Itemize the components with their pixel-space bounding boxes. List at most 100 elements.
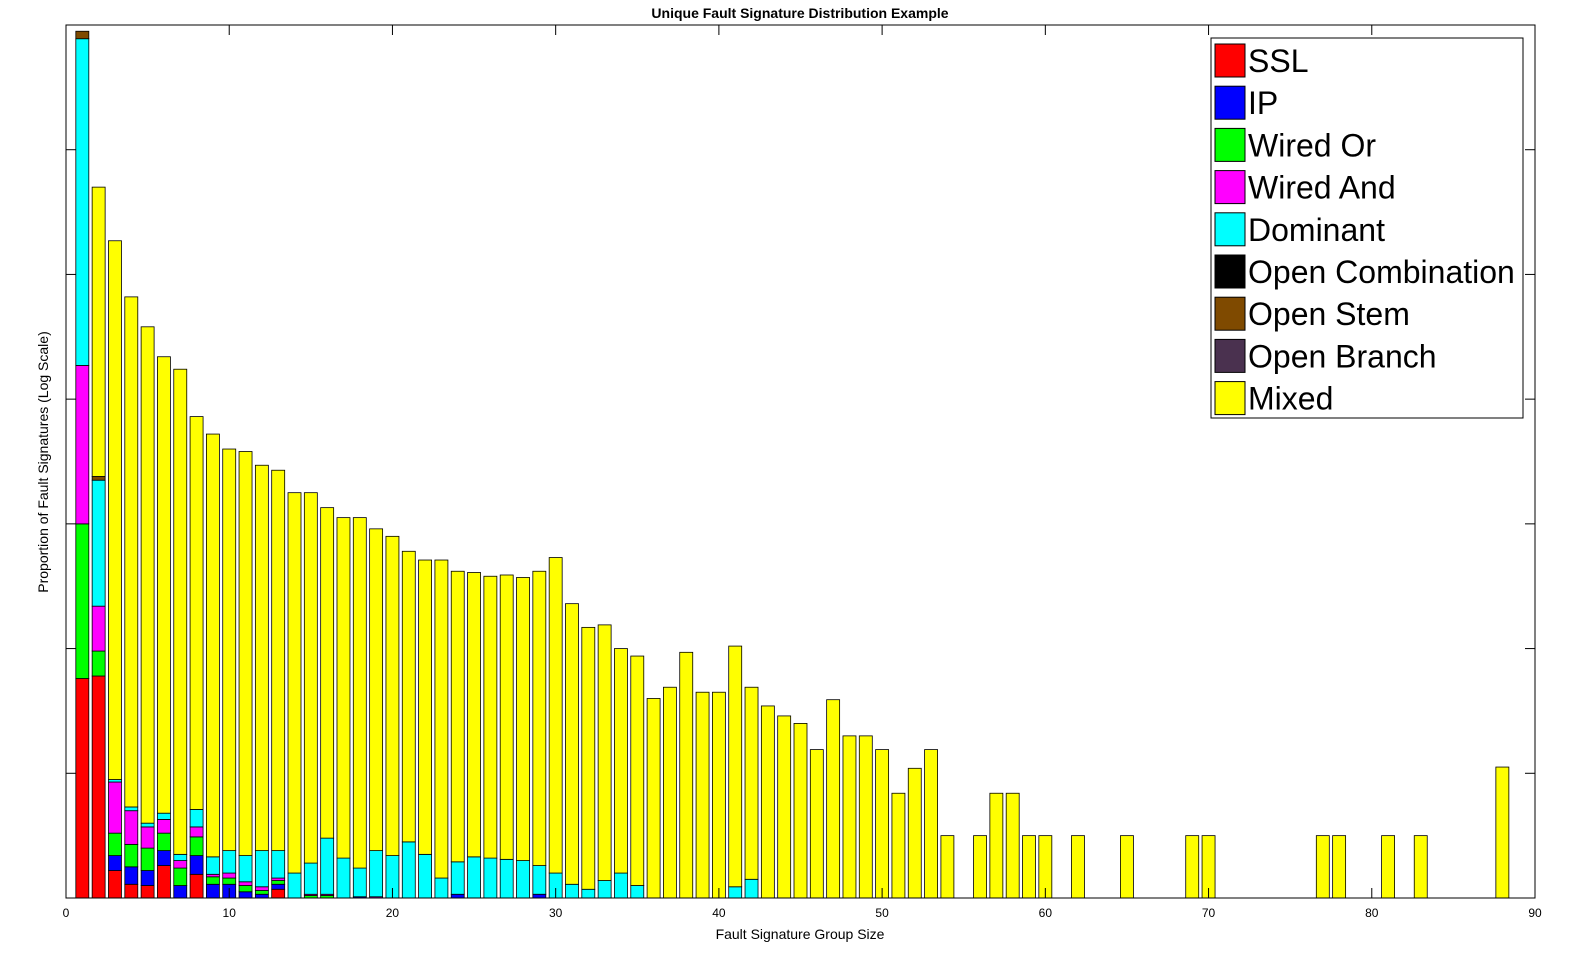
- x-tick-label: 30: [549, 906, 563, 920]
- bar-segment: [205, 433, 220, 858]
- bar-segment: [1120, 835, 1134, 899]
- bar-segment: [75, 678, 90, 899]
- bar-segment: [124, 810, 139, 845]
- bar-segment: [271, 883, 286, 890]
- bar-segment: [205, 856, 220, 875]
- bar-segment: [1005, 792, 1020, 899]
- bar-segment: [205, 876, 220, 885]
- legend-swatch: [1214, 381, 1246, 416]
- bar-segment: [516, 860, 530, 899]
- x-tick-label: 90: [1528, 906, 1542, 920]
- bar-segment: [189, 809, 204, 828]
- axes-frame: [65, 24, 1536, 899]
- legend-box: [1210, 37, 1524, 419]
- bar-segment: [565, 603, 579, 885]
- bar-segment: [271, 469, 286, 852]
- bar-segment: [646, 698, 661, 899]
- bar-segment: [108, 781, 122, 834]
- bar-segment: [1413, 835, 1428, 899]
- legend-swatch: [1214, 43, 1246, 78]
- bar-segment: [140, 885, 155, 899]
- bar-segment: [1022, 835, 1036, 899]
- bar-segment: [614, 872, 628, 899]
- bar-segment: [238, 891, 253, 899]
- bar-segment: [271, 850, 286, 879]
- bar-segment: [679, 651, 694, 899]
- bar-segment: [303, 492, 318, 864]
- bar-segment: [157, 832, 171, 852]
- bar-segment: [450, 570, 465, 863]
- bar-segment: [499, 574, 514, 860]
- bar-segment: [91, 675, 106, 899]
- bar-segment: [777, 715, 792, 899]
- bar-segment: [254, 886, 269, 891]
- bar-segment: [973, 835, 987, 899]
- bar-segment: [140, 326, 155, 824]
- bar-segment: [630, 885, 645, 899]
- bar-segment: [744, 686, 759, 880]
- chart-title: Unique Fault Signature Distribution Exam…: [651, 5, 948, 21]
- legend-swatch: [1214, 296, 1246, 331]
- legend-swatch: [1214, 170, 1246, 205]
- bar-segment: [581, 626, 596, 890]
- bar-segment: [189, 826, 204, 838]
- bar-segment: [1495, 766, 1510, 899]
- bar-segment: [140, 870, 155, 886]
- bar-segment: [173, 368, 188, 855]
- bar-segment: [875, 749, 890, 899]
- bar-segment: [695, 691, 710, 899]
- legend-swatch: [1214, 127, 1246, 162]
- x-tick-label: 60: [1039, 906, 1053, 920]
- bar-segment: [630, 655, 645, 886]
- legend-label: IP: [1248, 85, 1278, 121]
- bar-segment: [336, 517, 351, 859]
- bar-segment: [467, 856, 481, 899]
- bar-segment: [189, 855, 204, 875]
- bar-segment: [826, 699, 841, 899]
- bar-segment: [157, 850, 171, 866]
- bar-segment: [352, 867, 367, 898]
- bar-segment: [75, 30, 90, 40]
- bar-segment: [108, 832, 122, 857]
- bar-segment: [940, 835, 955, 899]
- bar-segment: [205, 883, 220, 899]
- legend-label: Open Stem: [1248, 296, 1410, 332]
- bar-segment: [336, 857, 351, 899]
- bar-segment: [222, 448, 237, 852]
- y-axis-label: Proportion of Fault Signatures (Log Scal…: [35, 331, 51, 592]
- bar-segment: [173, 867, 188, 886]
- bar-segment: [124, 806, 139, 812]
- x-axis-label: Fault Signature Group Size: [716, 926, 885, 942]
- bar-segment: [516, 577, 530, 861]
- legend-label: Mixed: [1248, 381, 1333, 417]
- bar-segment: [254, 893, 269, 899]
- bar-segment: [809, 749, 824, 899]
- bar-segment: [91, 605, 106, 652]
- bar-segment: [75, 38, 90, 366]
- bar-segment: [287, 872, 302, 899]
- bar-segment: [418, 559, 432, 855]
- bar-segment: [842, 735, 857, 899]
- legend-swatch: [1214, 85, 1246, 120]
- bar-segment: [760, 705, 775, 899]
- bar-segment: [157, 819, 171, 834]
- bar-segment: [532, 893, 547, 899]
- x-tick-label: 70: [1202, 906, 1216, 920]
- bar-segment: [989, 792, 1004, 899]
- legend-label: Dominant: [1248, 212, 1385, 248]
- bar-segment: [352, 517, 367, 869]
- x-tick-label: 40: [712, 906, 726, 920]
- bar-segment: [1185, 835, 1200, 899]
- bar-segment: [369, 850, 384, 898]
- bar-segment: [124, 866, 139, 885]
- bars-layer: [75, 30, 1510, 899]
- bar-segment: [75, 523, 90, 679]
- bar-segment: [108, 870, 122, 899]
- ticks-layer: 0 10 20 30 40 50 60 70 80 90: [63, 25, 1542, 920]
- bar-segment: [532, 865, 547, 895]
- bar-segment: [157, 812, 171, 820]
- bar-segment: [140, 847, 155, 871]
- legend-label: SSL: [1248, 43, 1308, 79]
